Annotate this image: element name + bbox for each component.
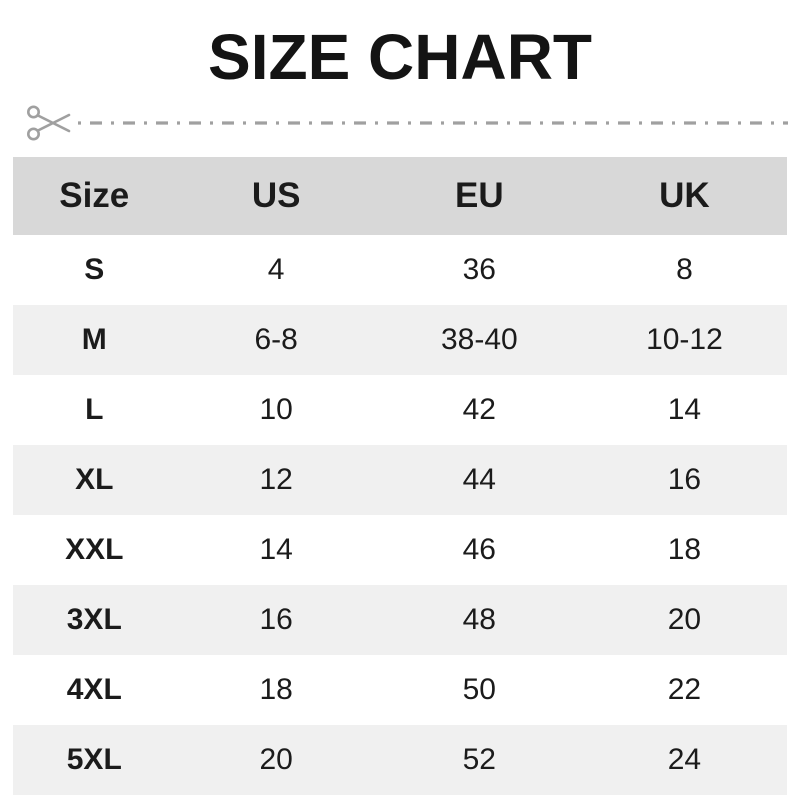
column-header-size: Size [59, 176, 130, 216]
size-label: S [84, 253, 105, 287]
us-value: 12 [259, 463, 293, 497]
eu-value: 48 [462, 603, 496, 637]
uk-value: 10-12 [646, 323, 723, 357]
us-value: 18 [259, 673, 293, 707]
size-label: M [81, 323, 107, 357]
table-row-5xl: 5XL 20 52 24 [13, 725, 787, 796]
uk-value: 18 [667, 533, 702, 567]
us-value: 14 [259, 533, 293, 567]
table-row-xxl: XXL 14 46 18 [13, 515, 787, 585]
us-value: 16 [259, 603, 293, 637]
scissors-icon [26, 103, 72, 143]
uk-value: 20 [667, 603, 702, 637]
uk-value: 22 [667, 673, 702, 707]
us-value: 6-8 [254, 323, 298, 357]
page-title: SIZE CHART [208, 21, 592, 93]
size-label: XXL [65, 533, 124, 567]
eu-value: 42 [462, 393, 496, 427]
column-header-eu: EU [455, 176, 504, 216]
size-label: 4XL [66, 673, 122, 707]
table-row-xl: XL 12 44 16 [13, 445, 787, 516]
size-label: 5XL [66, 743, 122, 777]
table-row-s: S 4 36 8 [13, 235, 787, 305]
eu-value: 46 [462, 533, 496, 567]
eu-value: 44 [462, 463, 496, 497]
column-header-uk: UK [659, 176, 710, 216]
table-row-m: M 6-8 38-40 10-12 [13, 305, 787, 376]
cut-divider [26, 103, 788, 143]
uk-value: 8 [676, 253, 693, 287]
us-value: 20 [259, 743, 293, 777]
size-conversion-table: Size US EU UK S 4 36 8 M 6-8 38-40 10-12… [13, 157, 787, 796]
size-label: XL [75, 463, 114, 497]
dashed-cut-line [78, 121, 788, 125]
eu-value: 52 [462, 743, 496, 777]
table-body: S 4 36 8 M 6-8 38-40 10-12 L 10 42 14 XL… [13, 235, 787, 796]
size-label: L [85, 393, 104, 427]
size-chart-page: SIZE CHART Size US EU UK S 4 36 8 [0, 21, 800, 800]
eu-value: 50 [462, 673, 496, 707]
table-row-l: L 10 42 14 [13, 375, 787, 445]
uk-value: 14 [667, 393, 702, 427]
uk-value: 24 [667, 743, 702, 777]
table-row-4xl: 4XL 18 50 22 [13, 655, 787, 725]
us-value: 4 [267, 253, 285, 287]
table-header-row: Size US EU UK [13, 157, 787, 236]
size-label: 3XL [66, 603, 122, 637]
us-value: 10 [259, 393, 293, 427]
table-row-3xl: 3XL 16 48 20 [13, 585, 787, 656]
eu-value: 36 [462, 253, 496, 287]
eu-value: 38-40 [440, 323, 518, 357]
uk-value: 16 [667, 463, 702, 497]
column-header-us: US [251, 176, 301, 216]
